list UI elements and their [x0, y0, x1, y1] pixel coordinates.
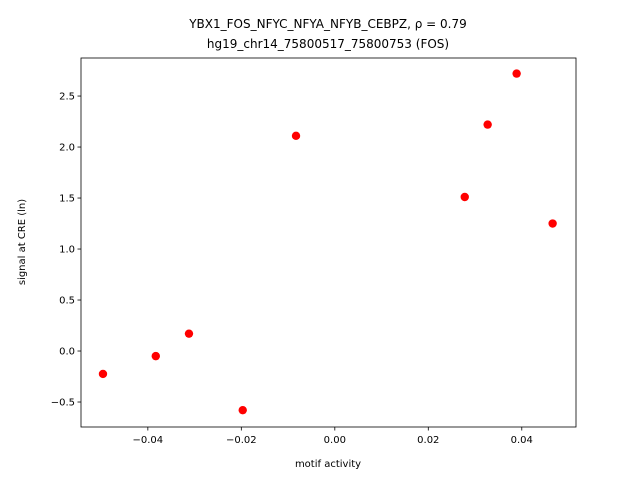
x-tick-label: −0.04: [133, 435, 164, 446]
y-tick-label: 1.0: [59, 245, 75, 256]
chart-title: YBX1_FOS_NFYC_NFYA_NFYB_CEBPZ, ρ = 0.79: [188, 17, 467, 31]
point: [512, 69, 521, 78]
y-axis-label: signal at CRE (ln): [17, 199, 28, 285]
x-tick-label: −0.02: [226, 435, 257, 446]
y-tick-label: −0.5: [51, 398, 75, 409]
plot-frame: [80, 57, 577, 428]
y-tick-label: 2.0: [59, 143, 75, 154]
x-tick-label: 0.02: [417, 435, 439, 446]
x-tick-label: 0.00: [324, 435, 346, 446]
point: [291, 131, 301, 141]
point: [238, 405, 247, 415]
point: [548, 219, 557, 228]
y-tick-label: 0.0: [59, 347, 75, 358]
point: [483, 120, 492, 129]
x-tick-label: 0.04: [511, 435, 533, 446]
x-axis-label: motif activity: [295, 459, 361, 470]
y-tick-label: 1.5: [59, 194, 75, 205]
point: [151, 351, 160, 361]
y-tick-label: 2.5: [59, 92, 75, 103]
point: [98, 369, 108, 379]
point: [184, 329, 194, 338]
point: [460, 192, 469, 202]
chart-subtitle: hg19_chr14_75800517_75800753 (FOS): [207, 37, 449, 51]
y-tick-label: 0.5: [59, 296, 75, 307]
